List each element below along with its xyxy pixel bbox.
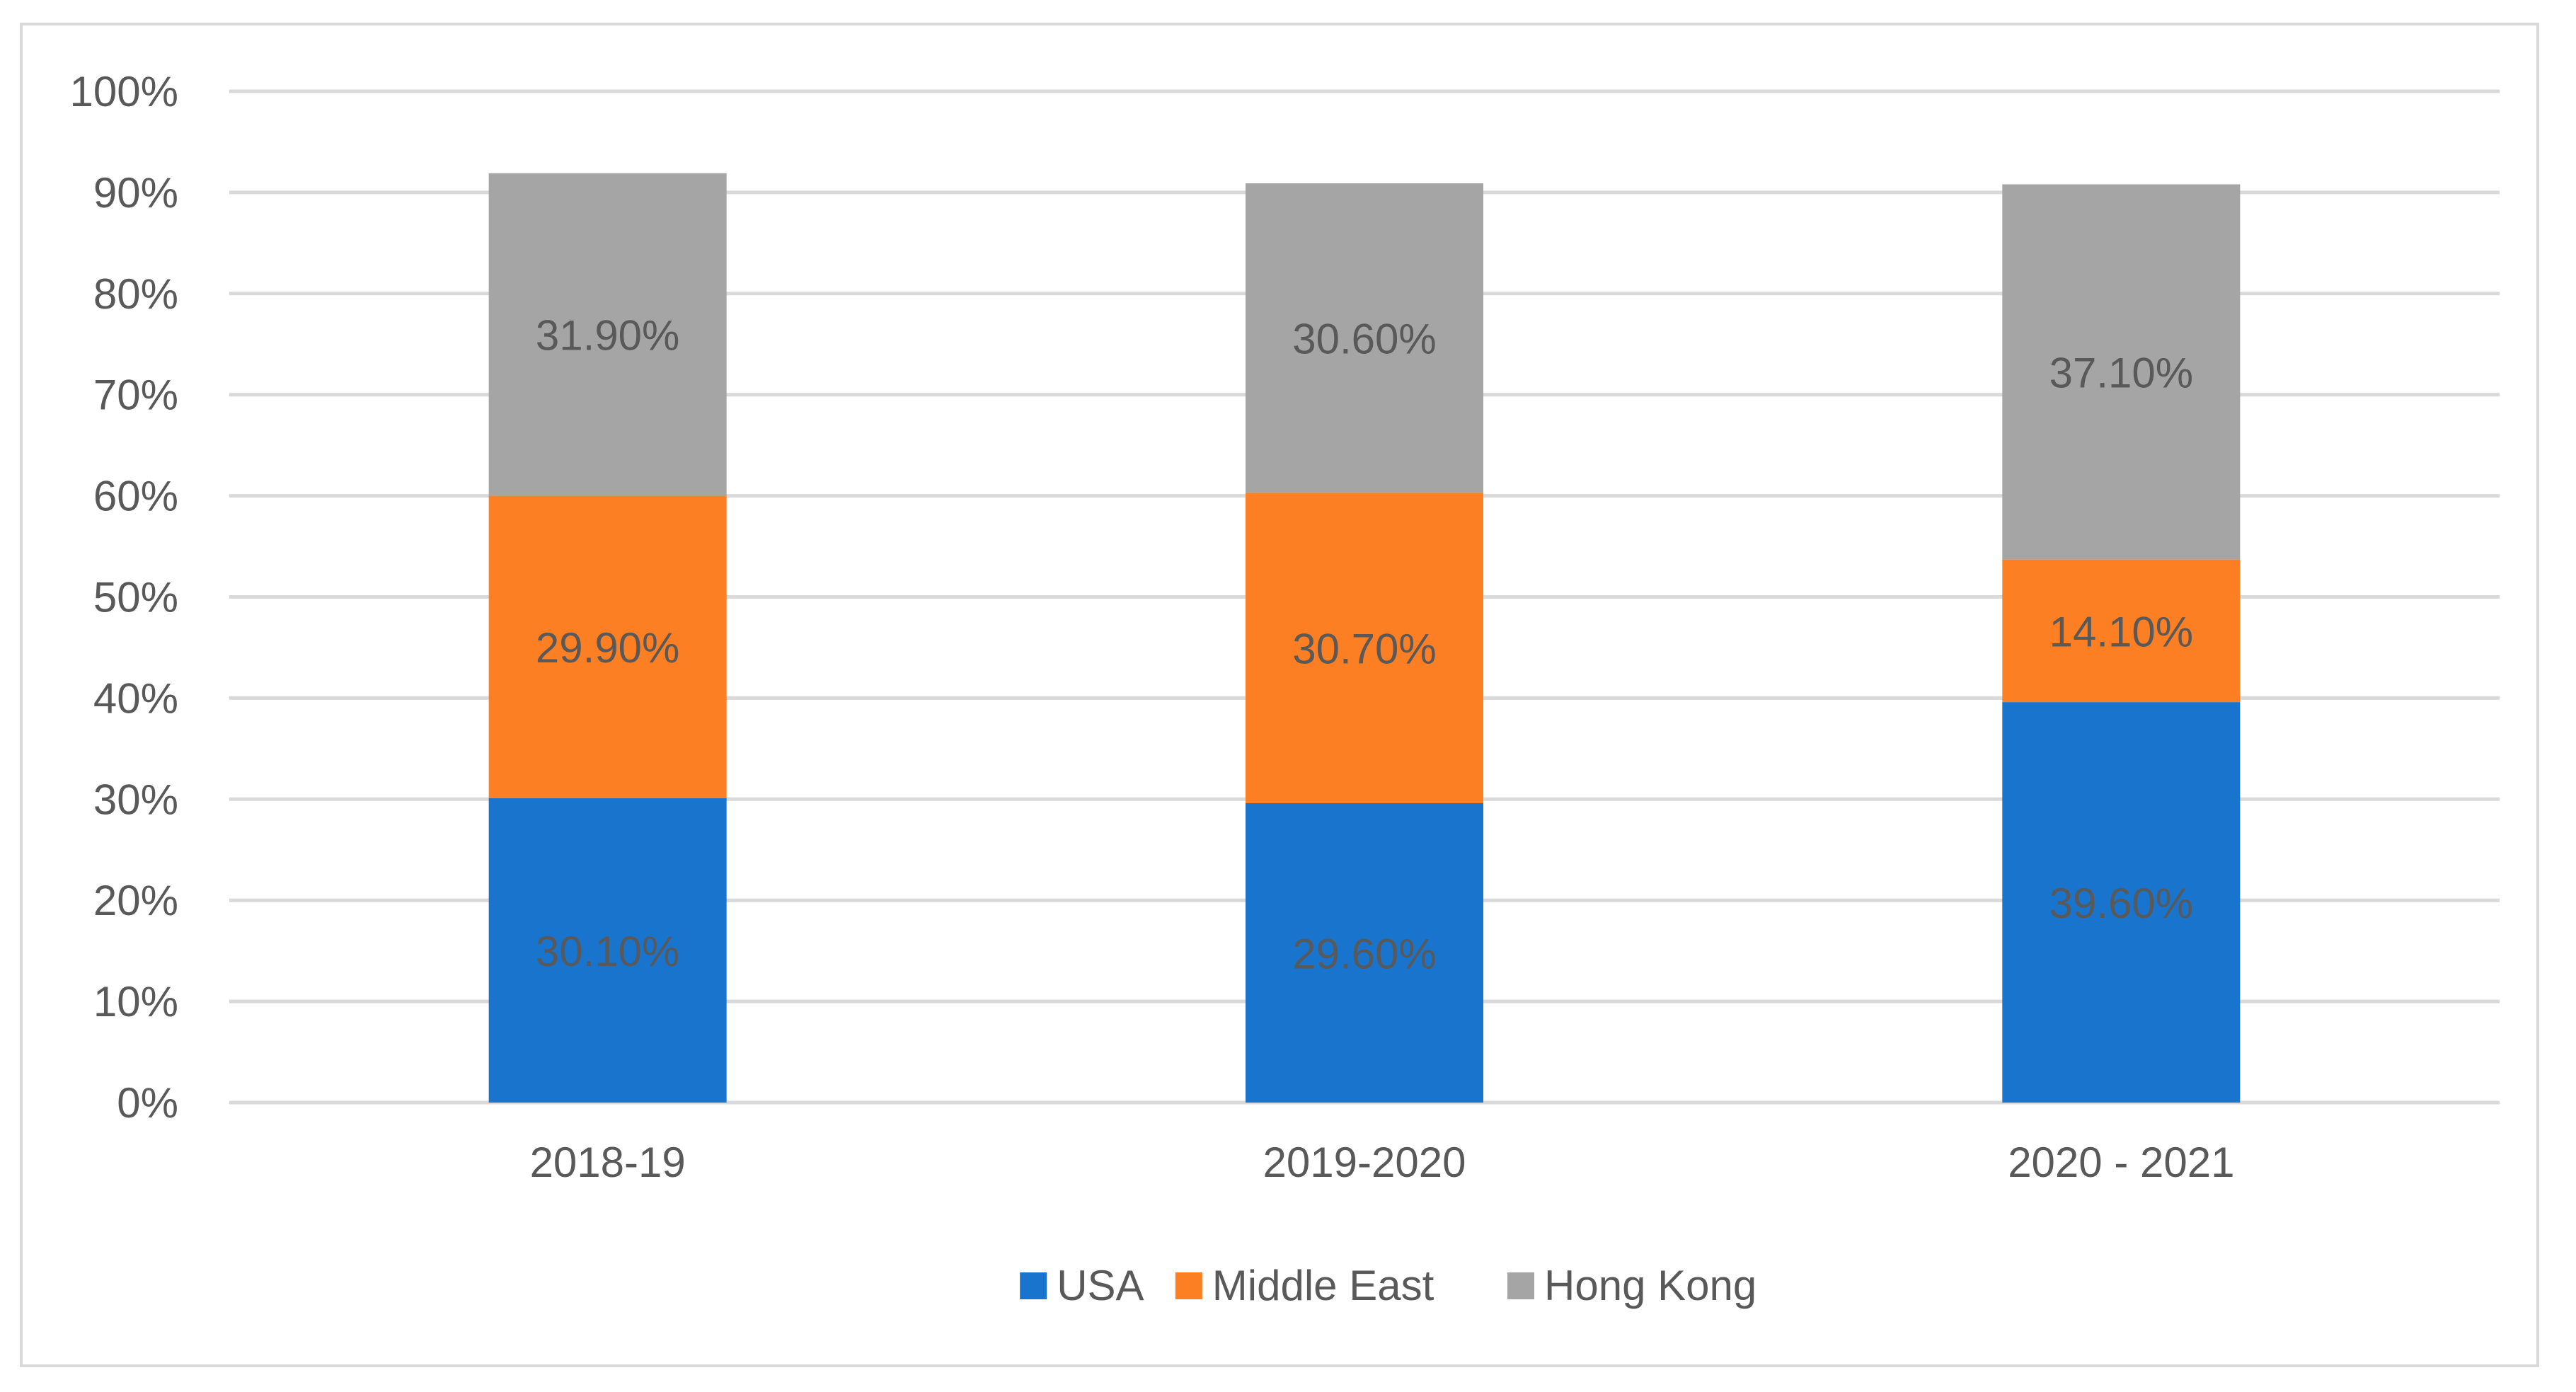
stacked-bar-chart: 0% 10% 20% 30% 40% 50% 60% 70% 80% 90% 100% 30.10%… bbox=[70, 68, 2500, 1309]
bar-segment bbox=[1246, 493, 1483, 804]
legend-swatch bbox=[1175, 1272, 1202, 1299]
legend-label: USA bbox=[1057, 1262, 1144, 1309]
bar-segment bbox=[2002, 184, 2241, 560]
data-label: 29.90% bbox=[536, 624, 680, 672]
x-tick-label: 2018-19 bbox=[530, 1139, 686, 1186]
data-label: 37.10% bbox=[2049, 350, 2194, 397]
y-tick-label: 20% bbox=[93, 877, 178, 924]
legend-swatch bbox=[1507, 1272, 1534, 1299]
data-label: 29.60% bbox=[1292, 931, 1437, 978]
data-label: 14.10% bbox=[2049, 608, 2194, 655]
data-label: 39.60% bbox=[2049, 880, 2194, 927]
chart-frame: 0% 10% 20% 30% 40% 50% 60% 70% 80% 90% 100% 30.10%… bbox=[20, 23, 2539, 1367]
legend-swatch bbox=[1020, 1272, 1047, 1299]
y-tick-label: 100% bbox=[70, 68, 178, 115]
bar-segment bbox=[2002, 559, 2241, 703]
data-label: 30.60% bbox=[1292, 316, 1437, 363]
legend-item: Hong Kong bbox=[1507, 1262, 1756, 1309]
bar-segment bbox=[1246, 183, 1483, 493]
x-tick-label: 2019-2020 bbox=[1263, 1139, 1466, 1186]
x-tick-label: 2020 - 2021 bbox=[2008, 1139, 2234, 1186]
legend-label: Middle East bbox=[1212, 1262, 1434, 1309]
y-tick-label: 50% bbox=[93, 574, 178, 621]
data-label: 30.10% bbox=[536, 928, 680, 975]
legend-label: Hong Kong bbox=[1544, 1262, 1756, 1309]
bar-segment bbox=[488, 495, 727, 798]
bar-segment bbox=[2002, 702, 2241, 1103]
y-axis-tick-labels: 0% 10% 20% 30% 40% 50% 60% 70% 80% 90% 100% bbox=[70, 68, 178, 1127]
bar-segment bbox=[488, 173, 727, 496]
y-tick-label: 40% bbox=[93, 674, 178, 722]
y-tick-label: 90% bbox=[93, 169, 178, 217]
y-tick-label: 10% bbox=[93, 978, 178, 1025]
bar-segment bbox=[1246, 803, 1483, 1103]
bar-segment bbox=[488, 798, 727, 1103]
y-tick-label: 30% bbox=[93, 776, 178, 823]
y-tick-label: 60% bbox=[93, 473, 178, 520]
y-tick-label: 0% bbox=[117, 1079, 178, 1127]
y-tick-label: 80% bbox=[93, 270, 178, 318]
y-tick-label: 70% bbox=[93, 372, 178, 419]
legend: USA Middle East Hong Kong bbox=[1020, 1262, 1756, 1309]
bars bbox=[488, 173, 2241, 1103]
data-labels: 30.10% 29.90% 31.90% 29.60% 30.70% 30.60% 39.6… bbox=[536, 312, 2193, 978]
legend-item: USA bbox=[1020, 1262, 1144, 1309]
data-label: 30.70% bbox=[1292, 626, 1437, 673]
legend-item: Middle East bbox=[1175, 1262, 1434, 1309]
data-label: 31.90% bbox=[536, 312, 680, 359]
x-axis-tick-labels: 2018-19 2019-2020 2020 - 2021 bbox=[530, 1139, 2235, 1186]
